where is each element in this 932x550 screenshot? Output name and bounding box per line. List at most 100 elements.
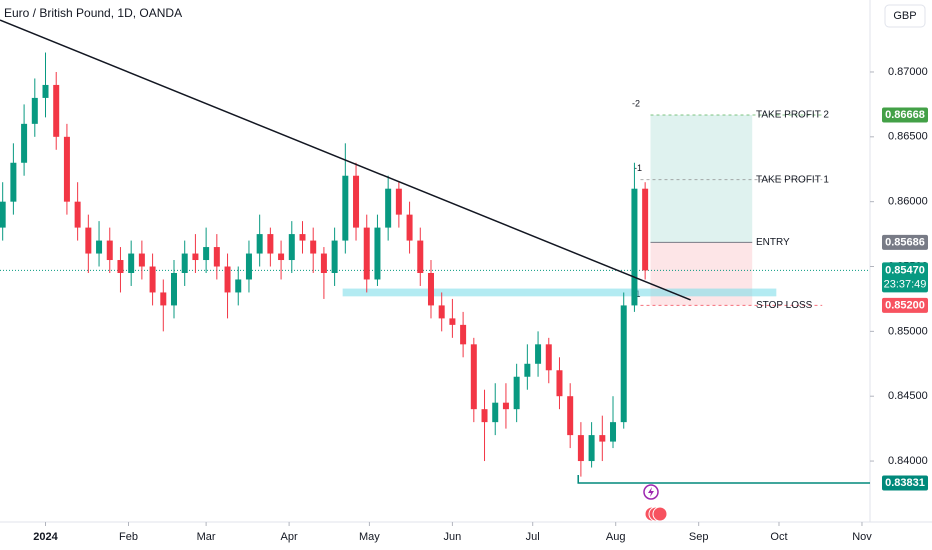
- candle-body: [96, 240, 103, 254]
- candle-body: [138, 253, 145, 267]
- candle-body: [192, 253, 199, 261]
- entry-price: 0.85686: [885, 236, 925, 248]
- chart-title: Euro / British Pound, 1D, OANDA: [4, 6, 182, 20]
- candle-body: [342, 175, 349, 241]
- alert-icons: [643, 484, 668, 522]
- current-price-box: [882, 262, 928, 293]
- candle-body: [535, 344, 542, 364]
- candle-body: [74, 201, 81, 228]
- current-price: 0.85470: [885, 264, 925, 276]
- x-tick-label: May: [359, 531, 380, 543]
- candle-body: [21, 123, 28, 163]
- support-zone: [342, 288, 777, 297]
- x-tick-label: Sep: [689, 531, 709, 543]
- candle-body: [427, 272, 434, 306]
- x-tick-label: Mar: [197, 531, 216, 543]
- candle-body: [470, 344, 477, 410]
- profit-zone: [650, 115, 753, 243]
- sl-label: STOP LOSS: [756, 300, 813, 311]
- candle-body: [278, 253, 285, 261]
- sl-price-box: [882, 297, 928, 313]
- trendline: [0, 19, 691, 301]
- y-tick-label: 0.85000: [888, 325, 928, 337]
- tp2-price: 0.86668: [885, 109, 925, 121]
- sl-price: 0.85200: [885, 299, 925, 311]
- candle-body: [642, 188, 649, 271]
- tp2-label: TAKE PROFIT 2: [756, 110, 829, 121]
- plot: TAKE PROFIT 2 TAKE PROFIT 1 ENTRY STOP LOSS…: [0, 19, 870, 484]
- candle-body: [128, 253, 135, 273]
- candle-body: [556, 370, 563, 397]
- candle-body: [502, 402, 509, 410]
- candle-body: [492, 402, 499, 423]
- candle-body: [181, 253, 188, 273]
- candle-body: [224, 266, 231, 293]
- currency[interactable]: GBP: [893, 10, 916, 22]
- candle-body: [610, 422, 617, 442]
- candle-body: [481, 409, 488, 423]
- candle-body: [545, 344, 552, 371]
- tp2-marker: -2: [632, 98, 640, 108]
- candle-body: [385, 188, 392, 228]
- candle-body: [203, 247, 210, 261]
- candle-body: [620, 305, 627, 423]
- candle-body: [417, 240, 424, 273]
- candle-body: [117, 260, 124, 273]
- tp1-label: TAKE PROFIT 1: [756, 174, 829, 185]
- candle-body: [631, 188, 638, 306]
- x-tick-label: Nov: [852, 531, 872, 543]
- swing-low-price: 0.83831: [885, 477, 925, 489]
- candle-body: [256, 234, 263, 254]
- x-tick-label: Jul: [526, 531, 540, 543]
- candle-body: [53, 84, 60, 137]
- x-tick-label: Feb: [119, 531, 138, 543]
- candle-body: [299, 234, 306, 241]
- candle-body: [395, 188, 402, 215]
- candle-body: [331, 240, 338, 273]
- tp1-marker: -1: [634, 163, 642, 173]
- candle-body: [267, 234, 274, 254]
- candle-body: [160, 292, 167, 306]
- candle-body: [213, 247, 220, 267]
- candle-body: [374, 227, 381, 280]
- y-tick-label: 0.84000: [888, 455, 928, 467]
- candle-body: [320, 253, 327, 273]
- countdown: 23:37:49: [884, 278, 927, 290]
- swing-low-price-box: [882, 475, 928, 491]
- entry-price-box: [882, 234, 928, 250]
- candle-body: [460, 324, 467, 345]
- candle-body: [406, 214, 413, 241]
- candle-body: [449, 318, 456, 325]
- y-tick-label: 0.86500: [888, 131, 928, 143]
- y-tick-label: 0.84500: [888, 390, 928, 402]
- candle-body: [149, 266, 156, 293]
- candle-body: [10, 162, 17, 202]
- x-tick-label: Apr: [281, 531, 298, 543]
- candle-body: [513, 376, 520, 410]
- candle-body: [235, 279, 242, 293]
- candle-body: [588, 435, 595, 462]
- x-tick-label: 2024: [33, 531, 58, 543]
- candle-body: [353, 175, 360, 228]
- candle-body: [438, 305, 445, 319]
- candle-body: [63, 136, 70, 202]
- y-tick-label: 0.87000: [888, 66, 928, 78]
- candle-body: [310, 240, 317, 254]
- x-tick-label: Aug: [606, 531, 626, 543]
- candle-body: [31, 97, 38, 124]
- candle-body: [288, 234, 295, 261]
- candle-body: [577, 435, 584, 462]
- tp2-price-box: [882, 107, 928, 123]
- candle-body: [0, 201, 6, 228]
- candle-body: [363, 227, 370, 280]
- y-tick-label: 0.86000: [888, 196, 928, 208]
- entry-label: ENTRY: [756, 237, 790, 248]
- candle-body: [106, 240, 113, 261]
- candle-body: [85, 227, 92, 254]
- swing-low-line: [577, 474, 870, 484]
- currency-button[interactable]: [884, 4, 926, 28]
- candle-body: [567, 396, 574, 436]
